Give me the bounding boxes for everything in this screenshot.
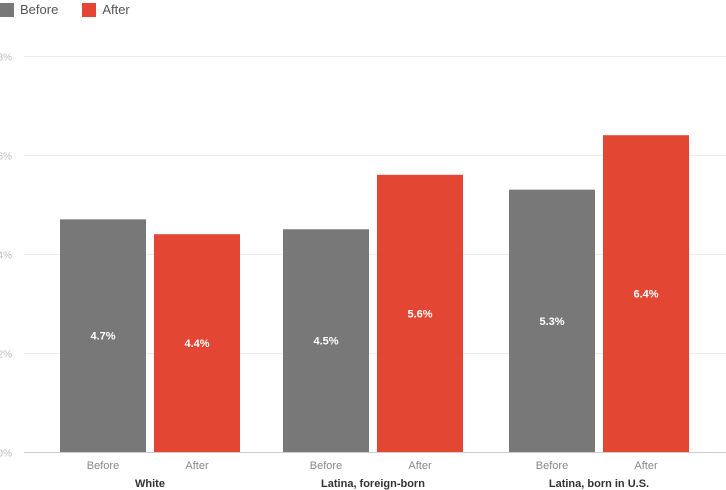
bar-after[interactable] — [377, 174, 463, 453]
bar-before[interactable] — [283, 229, 369, 452]
x-category-label: Latina, foreign-born — [321, 478, 425, 490]
x-sub-label: After — [408, 460, 432, 472]
x-sub-label: Before — [536, 460, 568, 472]
legend-swatch-after — [82, 3, 97, 17]
bar-data-label: 5.3% — [539, 316, 564, 328]
y-tick-label: 8% — [0, 53, 12, 64]
legend-item-before[interactable]: Before — [0, 3, 58, 17]
legend: Before After — [0, 2, 154, 18]
bar-after[interactable] — [154, 234, 240, 452]
bar-after[interactable] — [603, 135, 689, 452]
y-tick-label: 2% — [0, 350, 12, 361]
bar-before[interactable] — [509, 189, 595, 452]
bar-data-label: 5.6% — [407, 308, 432, 320]
y-tick-label: 4% — [0, 251, 12, 262]
bar-data-label: 4.7% — [90, 331, 115, 343]
bar-data-label: 6.4% — [633, 289, 658, 301]
bar-data-label: 4.4% — [184, 338, 209, 350]
x-category-label: Latina, born in U.S. — [549, 478, 649, 490]
bar-before[interactable] — [60, 219, 146, 452]
y-tick-label: 6% — [0, 152, 12, 163]
x-sub-label: Before — [310, 460, 342, 472]
bar-data-label: 4.5% — [313, 336, 338, 348]
x-sub-label: Before — [87, 460, 119, 472]
legend-item-after[interactable]: After — [82, 2, 130, 17]
x-category-label: White — [135, 478, 165, 490]
x-sub-label: After — [185, 460, 209, 472]
legend-label-before: Before — [20, 2, 59, 17]
legend-label-after: After — [102, 2, 130, 17]
y-tick-label: 0% — [0, 449, 12, 460]
x-sub-label: After — [634, 460, 658, 472]
legend-swatch-before — [0, 3, 14, 17]
